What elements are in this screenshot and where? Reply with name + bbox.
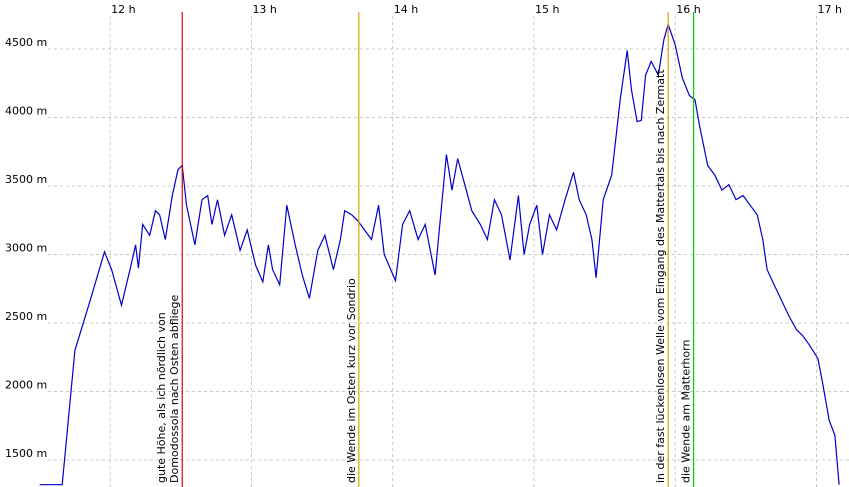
y-tick-label: 1500 m [5,447,47,460]
annotation-text: Domodossola nach Osten abfliege [168,295,181,483]
y-tick-label: 4500 m [5,36,47,49]
x-tick-label: 12 h [111,3,135,16]
y-tick-label: 3500 m [5,173,47,186]
y-tick-label: 4000 m [5,105,47,118]
annotation-text: in der fast lückenlosen Welle vom Eingan… [654,69,667,483]
x-tick-label: 14 h [394,3,418,16]
y-tick-label: 2000 m [5,379,47,392]
x-tick-label: 17 h [818,3,842,16]
annotation-text: gute Höhe, als ich nördlich von [155,312,168,483]
y-tick-label: 3000 m [5,242,47,255]
annotation-text: die Wende im Osten kurz vor Sondrio [345,278,358,483]
y-tick-label: 2500 m [5,310,47,323]
altitude-line [39,22,840,486]
annotation-text: die Wende am Matterhorn [680,340,693,483]
x-tick-label: 16 h [676,3,700,16]
x-tick-label: 13 h [252,3,276,16]
x-tick-label: 15 h [535,3,559,16]
